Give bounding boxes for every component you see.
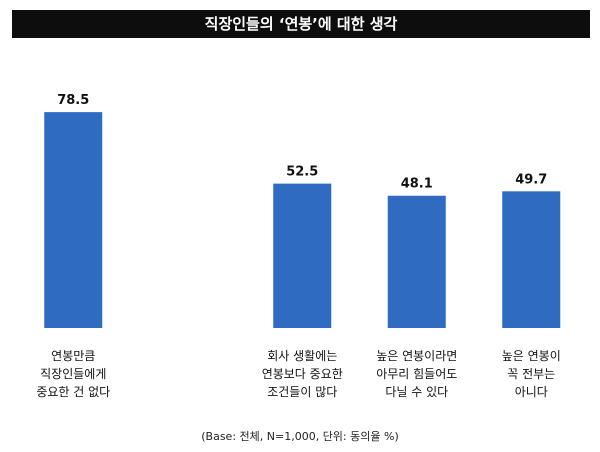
category-label: 높은 연봉이라면 아무리 힘들어도 다닐 수 있다 (376, 349, 458, 399)
category-label: 회사 생활에는 연봉보다 중요한 조건들이 많다 (261, 349, 343, 399)
bar (44, 112, 103, 328)
value-label: 48.1 (401, 177, 433, 192)
bar (273, 183, 332, 328)
bar (387, 195, 446, 328)
category-label: 연봉만큼 직장인들에게 중요한 건 없다 (36, 349, 111, 399)
footnote: (Base: 전체, N=1,000, 단위: 동의율 %) (201, 430, 399, 443)
chart-title: 직장인들의 ‘연봉’에 대한 생각 (12, 10, 590, 38)
category-label: 높은 연봉이 꼭 전부는 아니다 (501, 349, 561, 399)
value-label: 52.5 (286, 165, 318, 180)
value-label: 78.5 (57, 93, 89, 108)
value-label: 49.7 (515, 172, 547, 187)
bar (502, 191, 561, 328)
